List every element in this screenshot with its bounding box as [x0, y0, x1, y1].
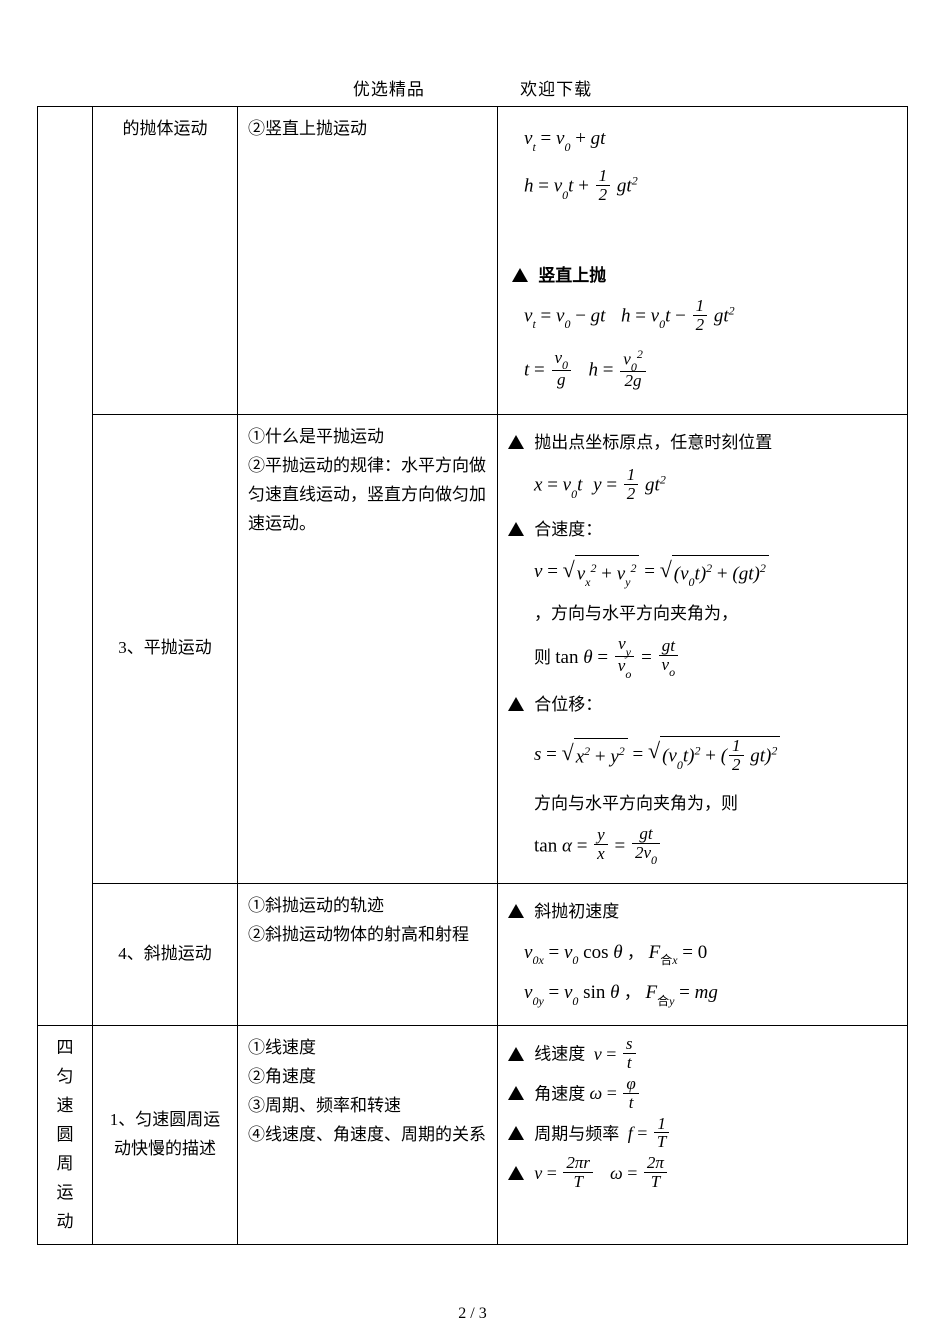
header-left-text: 优选精品 — [353, 75, 425, 100]
page-footer: 2 / 3 — [0, 1245, 945, 1323]
content-table: 的抛体运动 ②竖直上抛运动 vt = v0 + gt h = v0t + 12 … — [37, 106, 908, 1245]
triangle-icon — [512, 268, 528, 282]
bullet-label: 抛出点坐标原点，任意时刻位置 — [534, 433, 772, 452]
formula-vt2: vt = v0 − gt h = v0t − 12 gt2 — [524, 299, 897, 336]
triangle-icon — [508, 1166, 524, 1180]
bullet-displacement: 合位移： — [508, 688, 897, 722]
bullet-label: 线速度 — [534, 1045, 585, 1064]
section-title: 4、斜抛运动 — [118, 944, 212, 963]
heading-vertical-throw: 竖直上抛 — [512, 262, 897, 291]
bullet-period: 周期与频率 f = 1T — [508, 1117, 897, 1154]
triangle-icon — [508, 1086, 524, 1100]
angle-note: ，方向与水平方向夹角为， — [534, 600, 897, 629]
formula-cell: 抛出点坐标原点，任意时刻位置 x = v0t y = 12 gt2 合速度： v… — [498, 415, 908, 884]
bullet-angular-speed: 角速度 ω = φt — [508, 1077, 897, 1114]
bullet-linear-speed: 线速度 v = st — [508, 1037, 897, 1074]
bullet-oblique: 斜抛初速度 — [508, 895, 897, 929]
formula-tan-alpha: tan α = yx = gt2v0 — [534, 827, 897, 867]
section-title: 的抛体运动 — [123, 119, 208, 138]
formula-th: t = v0g h = v022g — [524, 350, 897, 392]
detail-cell: ②竖直上抛运动 — [238, 107, 498, 415]
table-row: 的抛体运动 ②竖直上抛运动 vt = v0 + gt h = v0t + 12 … — [38, 107, 908, 415]
triangle-icon — [508, 1126, 524, 1140]
triangle-icon — [508, 435, 524, 449]
heading-label: 竖直上抛 — [538, 266, 606, 285]
detail-line: ②平抛运动的规律：水平方向做匀速直线运动，竖直方向做匀加速运动。 — [248, 452, 487, 539]
bullet-speed: 合速度： — [508, 513, 897, 547]
page-header: 优选精品 欢迎下载 — [0, 0, 945, 106]
section-cell: 的抛体运动 — [93, 107, 238, 415]
detail-line: ④线速度、角速度、周期的关系 — [248, 1121, 487, 1150]
formula-tan-theta: 则 tan θ = vyvo = gtvo — [534, 637, 897, 680]
formula-v0x: v0x = v0 cos θ ， F合x = 0 — [524, 937, 897, 969]
formula-vt: vt = v0 + gt — [524, 123, 897, 155]
triangle-icon — [508, 522, 524, 536]
chapter-title: 四 匀 速 圆 周 运 动 — [57, 1038, 74, 1230]
detail-cell: ①什么是平抛运动 ②平抛运动的规律：水平方向做匀速直线运动，竖直方向做匀加速运动… — [238, 415, 498, 884]
chapter-cell: 四 匀 速 圆 周 运 动 — [38, 1026, 93, 1245]
angle-note-2: 方向与水平方向夹角为，则 — [534, 790, 897, 819]
bullet-relation: v = 2πrT ω = 2πT — [508, 1156, 897, 1193]
detail-line: ①斜抛运动的轨迹 — [248, 892, 487, 921]
bullet-label: 周期与频率 — [534, 1124, 619, 1143]
chapter-cell-empty — [38, 107, 93, 1026]
triangle-icon — [508, 1047, 524, 1061]
table-row: 3、平抛运动 ①什么是平抛运动 ②平抛运动的规律：水平方向做匀速直线运动，竖直方… — [38, 415, 908, 884]
detail-text: ②竖直上抛运动 — [248, 119, 367, 138]
section-cell: 3、平抛运动 — [93, 415, 238, 884]
table-row: 4、斜抛运动 ①斜抛运动的轨迹 ②斜抛运动物体的射高和射程 斜抛初速度 v0x … — [38, 883, 908, 1026]
section-cell: 1、匀速圆周运动快慢的描述 — [93, 1026, 238, 1245]
bullet-label: 合位移： — [534, 695, 602, 714]
formula-h: h = v0t + 12 gt2 — [524, 169, 897, 206]
section-title: 1、匀速圆周运动快慢的描述 — [110, 1110, 221, 1158]
pre-text: 则 — [534, 648, 555, 667]
bullet-label: 合速度： — [534, 520, 602, 539]
formula-cell: 斜抛初速度 v0x = v0 cos θ ， F合x = 0 v0y = v0 … — [498, 883, 908, 1026]
formula-v: v = vx2 + vy2 = (v0t)2 + (gt)2 — [534, 555, 897, 591]
bullet-origin: 抛出点坐标原点，任意时刻位置 — [508, 426, 897, 460]
header-right-text: 欢迎下载 — [520, 75, 592, 100]
bullet-label: 角速度 — [534, 1084, 585, 1103]
triangle-icon — [508, 697, 524, 711]
detail-line: ②角速度 — [248, 1063, 487, 1092]
formula-s: s = x2 + y2 = (v0t)2 + (12 gt)2 — [534, 736, 897, 776]
detail-cell: ①斜抛运动的轨迹 ②斜抛运动物体的射高和射程 — [238, 883, 498, 1026]
bullet-label: 斜抛初速度 — [534, 902, 619, 921]
formula-v0y: v0y = v0 sin θ ， F合y = mg — [524, 977, 897, 1009]
detail-line: ①线速度 — [248, 1034, 487, 1063]
detail-cell: ①线速度 ②角速度 ③周期、频率和转速 ④线速度、角速度、周期的关系 — [238, 1026, 498, 1245]
detail-line: ②斜抛运动物体的射高和射程 — [248, 921, 487, 950]
detail-line: ③周期、频率和转速 — [248, 1092, 487, 1121]
triangle-icon — [508, 904, 524, 918]
formula-cell: vt = v0 + gt h = v0t + 12 gt2 竖直上抛 vt = … — [498, 107, 908, 415]
formula-xy: x = v0t y = 12 gt2 — [534, 468, 897, 505]
formula-cell: 线速度 v = st 角速度 ω = φt 周期与频率 f = — [498, 1026, 908, 1245]
detail-line: ①什么是平抛运动 — [248, 423, 487, 452]
section-cell: 4、斜抛运动 — [93, 883, 238, 1026]
section-title: 3、平抛运动 — [118, 638, 212, 657]
table-row: 四 匀 速 圆 周 运 动 1、匀速圆周运动快慢的描述 ①线速度 ②角速度 ③周… — [38, 1026, 908, 1245]
